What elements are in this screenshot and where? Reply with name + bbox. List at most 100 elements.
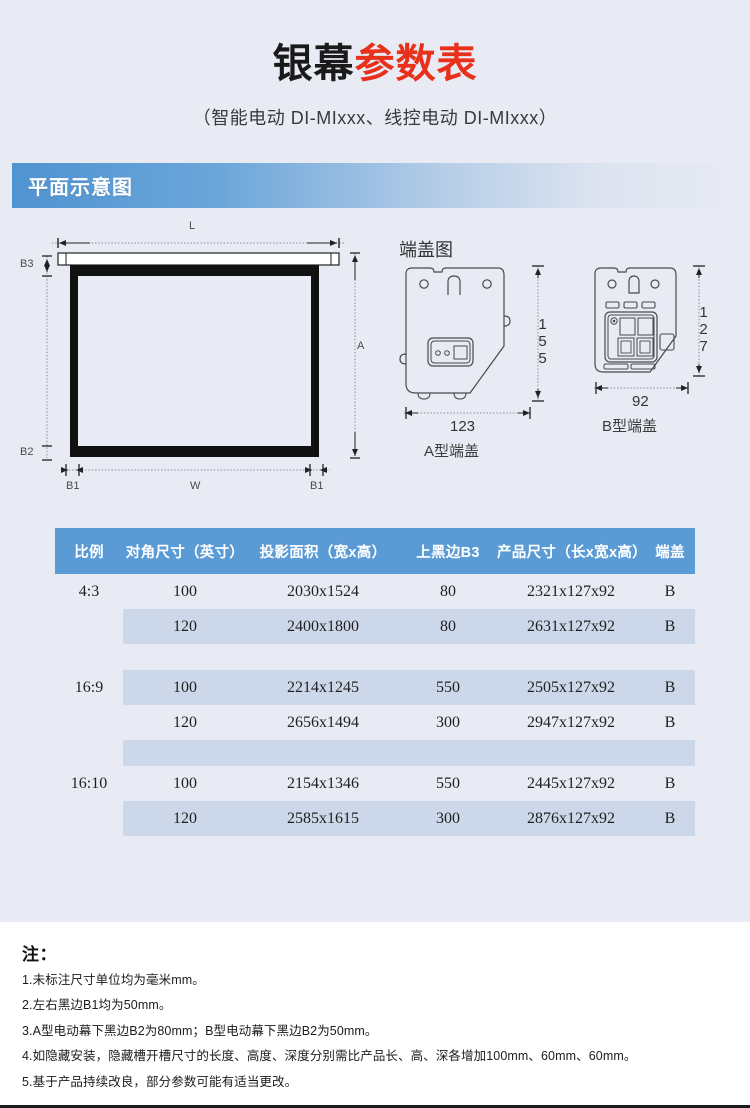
cell-b3 [399,740,497,766]
cell-ratio [55,609,123,644]
cell-ratio: 16:9 [55,670,123,705]
cell-ratio [55,801,123,836]
cell-ratio [55,705,123,740]
cell-endcap: B [645,705,695,740]
cell-diagonal: 100 [123,670,247,705]
note-item: 4.如隐藏安装，隐藏槽开槽尺寸的长度、高度、深度分别需比产品长、高、深各增加10… [22,1049,637,1064]
table-header-row: 比例 对角尺寸（英寸） 投影面积（宽x高） 上黑边B3 产品尺寸（长x宽x高） … [55,528,695,574]
cell-projection: 2400x1800 [247,609,399,644]
cell-diagonal: 100 [123,574,247,609]
note-item: 1.未标注尺寸单位均为毫米mm。 [22,973,205,987]
cell-product: 2631x127x92 [497,609,645,644]
cell-product [497,740,645,766]
table-row: 120 2585x1615 300 2876x127x92 B [55,801,695,836]
page-title: 银幕参数表 [0,40,750,88]
endcap-b-name: B型端盖 [602,418,658,435]
spec-table-body: 4:3 100 2030x1524 80 2321x127x92 B 120 2400x180… [55,574,695,836]
notes-section: 注： 1.未标注尺寸单位均为毫米mm。 2.左右黑边B1均为50mm。 3.A型… [0,922,750,1108]
table-row: 120 2400x1800 80 2631x127x92 B [55,609,695,644]
col-header-b3: 上黑边B3 [399,528,497,574]
cell-projection: 2154x1346 [247,766,399,801]
cell-projection: 2585x1615 [247,801,399,836]
cell-product: 2505x127x92 [497,670,645,705]
cell-product: 2947x127x92 [497,705,645,740]
cell-product: 2321x127x92 [497,574,645,609]
note-item: 3.A型电动幕下黑边B2为80mm；B型电动幕下黑边B2为50mm。 [22,1023,378,1038]
bottom-rule [0,1105,750,1108]
dim-label-A: A [357,340,365,352]
section-header-plan-view: 平面示意图 [12,163,750,208]
spec-table: 比例 对角尺寸（英寸） 投影面积（宽x高） 上黑边B3 产品尺寸（长x宽x高） … [55,528,695,836]
cell-endcap [645,644,695,670]
endcap-b-drawing [594,265,705,394]
table-row [55,644,695,670]
cell-diagonal: 120 [123,705,247,740]
dim-label-B3: B3 [20,258,34,270]
page-title-dark: 银幕 [272,42,355,86]
cell-b3: 300 [399,705,497,740]
table-row: 16:10 100 2154x1346 550 2445x127x92 B [55,766,695,801]
notes-heading: 注： [22,945,57,964]
cell-ratio [55,644,123,670]
cell-endcap: B [645,609,695,644]
cell-endcap [645,740,695,766]
cell-projection: 2030x1524 [247,574,399,609]
page-subtitle: （智能电动 DI-MIxxx、线控电动 DI-MIxxx） [192,108,558,128]
page-title-block: 银幕参数表 （智能电动 DI-MIxxx、线控电动 DI-MIxxx） [0,40,750,130]
cell-product [497,644,645,670]
diagram-area: L A W B1 B1 B3 B2 端盖图 [0,208,750,508]
cell-projection: 2656x1494 [247,705,399,740]
cell-b3: 80 [399,609,497,644]
spec-table-wrapper: 比例 对角尺寸（英寸） 投影面积（宽x高） 上黑边B3 产品尺寸（长x宽x高） … [55,528,695,836]
cell-ratio: 16:10 [55,766,123,801]
endcap-section-heading: 端盖图 [399,240,453,260]
dim-label-B1-right: B1 [310,480,324,492]
cell-projection [247,644,399,670]
cell-diagonal: 120 [123,801,247,836]
cell-b3: 550 [399,670,497,705]
cell-diagonal: 120 [123,609,247,644]
note-item: 5.基于产品持续改良，部分参数可能有适当更改。 [22,1074,298,1089]
cell-endcap: B [645,766,695,801]
col-header-endcap: 端盖 [645,528,695,574]
endcap-a-width-value: 123 [450,418,476,435]
cell-b3: 300 [399,801,497,836]
dim-label-B1-left: B1 [66,480,80,492]
col-header-product: 产品尺寸（长x宽x高） [497,528,647,574]
col-header-projection: 投影面积（宽x高） [247,528,399,574]
cell-endcap: B [645,670,695,705]
cell-product: 2876x127x92 [497,801,645,836]
cell-b3: 80 [399,574,497,609]
table-row: 4:3 100 2030x1524 80 2321x127x92 B [55,574,695,609]
cell-ratio: 4:3 [55,574,123,609]
cell-projection [247,740,399,766]
note-item: 2.左右黑边B1均为50mm。 [22,998,172,1013]
dim-label-W: W [190,480,201,492]
endcap-a-height-value: 155 [534,316,551,367]
section-header-label: 平面示意图 [28,177,133,199]
screen-front-view-drawing [42,238,360,476]
cell-product: 2445x127x92 [497,766,645,801]
cell-b3: 550 [399,766,497,801]
page-title-red: 参数表 [354,42,478,86]
endcap-a-drawing [399,265,544,419]
spec-table-head: 比例 对角尺寸（英寸） 投影面积（宽x高） 上黑边B3 产品尺寸（长x宽x高） … [55,528,695,574]
cell-diagonal [123,740,247,766]
dim-label-B2: B2 [20,446,34,458]
cell-projection: 2214x1245 [247,670,399,705]
cell-diagonal [123,644,247,670]
col-header-ratio: 比例 [55,528,123,574]
table-row: 16:9 100 2214x1245 550 2505x127x92 B [55,670,695,705]
cell-ratio [55,740,123,766]
cell-endcap: B [645,801,695,836]
table-row [55,740,695,766]
dim-label-L: L [189,220,196,232]
endcap-a-name: A型端盖 [424,443,480,460]
cell-endcap: B [645,574,695,609]
endcap-b-height-value: 127 [695,304,712,355]
endcap-b-width-value: 92 [632,393,649,410]
cell-diagonal: 100 [123,766,247,801]
cell-b3 [399,644,497,670]
table-row: 120 2656x1494 300 2947x127x92 B [55,705,695,740]
